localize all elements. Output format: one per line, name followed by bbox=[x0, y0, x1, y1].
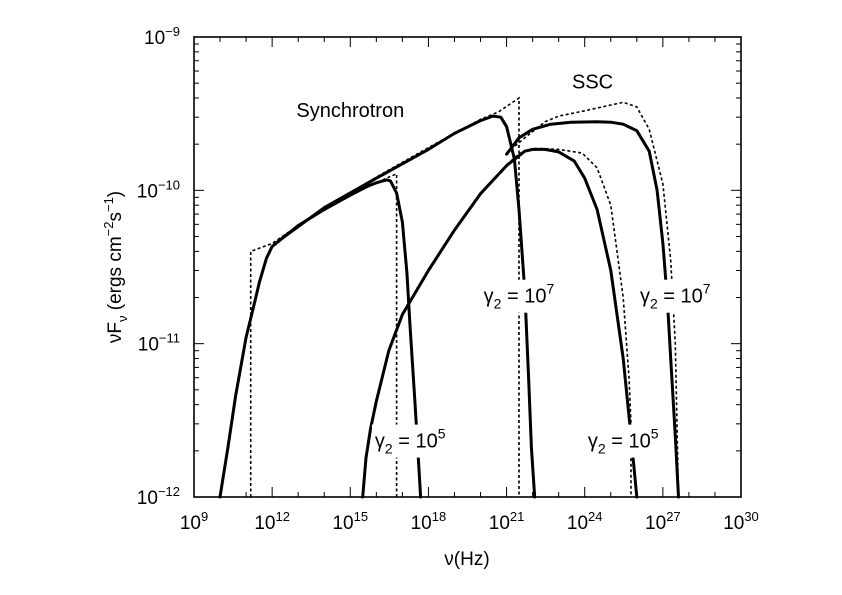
y-tick-label: 10−12 bbox=[137, 484, 180, 509]
annotation-background bbox=[636, 279, 714, 313]
series-solid-4 bbox=[505, 120, 680, 499]
x-tick-label: 1021 bbox=[489, 509, 525, 534]
x-axis-label: ν(Hz) bbox=[444, 549, 489, 570]
y-tick-labels: 10−12 10−11 10−10 10−9 bbox=[137, 24, 180, 509]
x-tick-label: 1012 bbox=[254, 509, 290, 534]
x-tick-label: 1015 bbox=[332, 509, 368, 534]
annotation-gamma-sync-1e7: γ2 = 107 bbox=[484, 281, 555, 312]
annotations: Synchrotron SSC γ2 = 105 γ2 = 107 γ2 = 105 γ2… bbox=[296, 72, 714, 458]
series-dotted-7 bbox=[506, 147, 632, 497]
annotation-gamma-ssc-1e7: γ2 = 107 bbox=[640, 281, 711, 312]
x-tick-label: 1024 bbox=[567, 509, 603, 534]
x-tick-label: 1018 bbox=[411, 509, 447, 534]
tick-marks bbox=[193, 37, 742, 498]
y-tick-label: 10−9 bbox=[144, 24, 180, 49]
series-dotted-6 bbox=[284, 96, 520, 497]
annotation-gamma-ssc-1e5: γ2 = 105 bbox=[588, 426, 659, 457]
x-tick-labels: 109 1012 1015 1018 1021 1024 1027 1030 bbox=[180, 509, 759, 534]
x-tick-label: 109 bbox=[180, 509, 208, 534]
annotation-background bbox=[480, 279, 558, 313]
annotation-gamma-sync-1e5: γ2 = 105 bbox=[375, 426, 446, 457]
annotation-background bbox=[584, 424, 662, 458]
y-tick-label: 10−10 bbox=[137, 177, 180, 202]
x-tick-label: 1027 bbox=[645, 509, 681, 534]
annotation-ssc: SSC bbox=[572, 72, 613, 94]
annotation-synchrotron: Synchrotron bbox=[296, 100, 404, 122]
annotation-background bbox=[371, 424, 449, 458]
curves bbox=[218, 96, 680, 499]
y-axis-label: νFν (ergs cm−2s−1) bbox=[101, 191, 130, 343]
series-dotted-8 bbox=[506, 101, 680, 498]
x-tick-label: 1030 bbox=[723, 509, 759, 534]
y-tick-label: 10−11 bbox=[138, 331, 180, 356]
plot-frame bbox=[193, 36, 742, 498]
